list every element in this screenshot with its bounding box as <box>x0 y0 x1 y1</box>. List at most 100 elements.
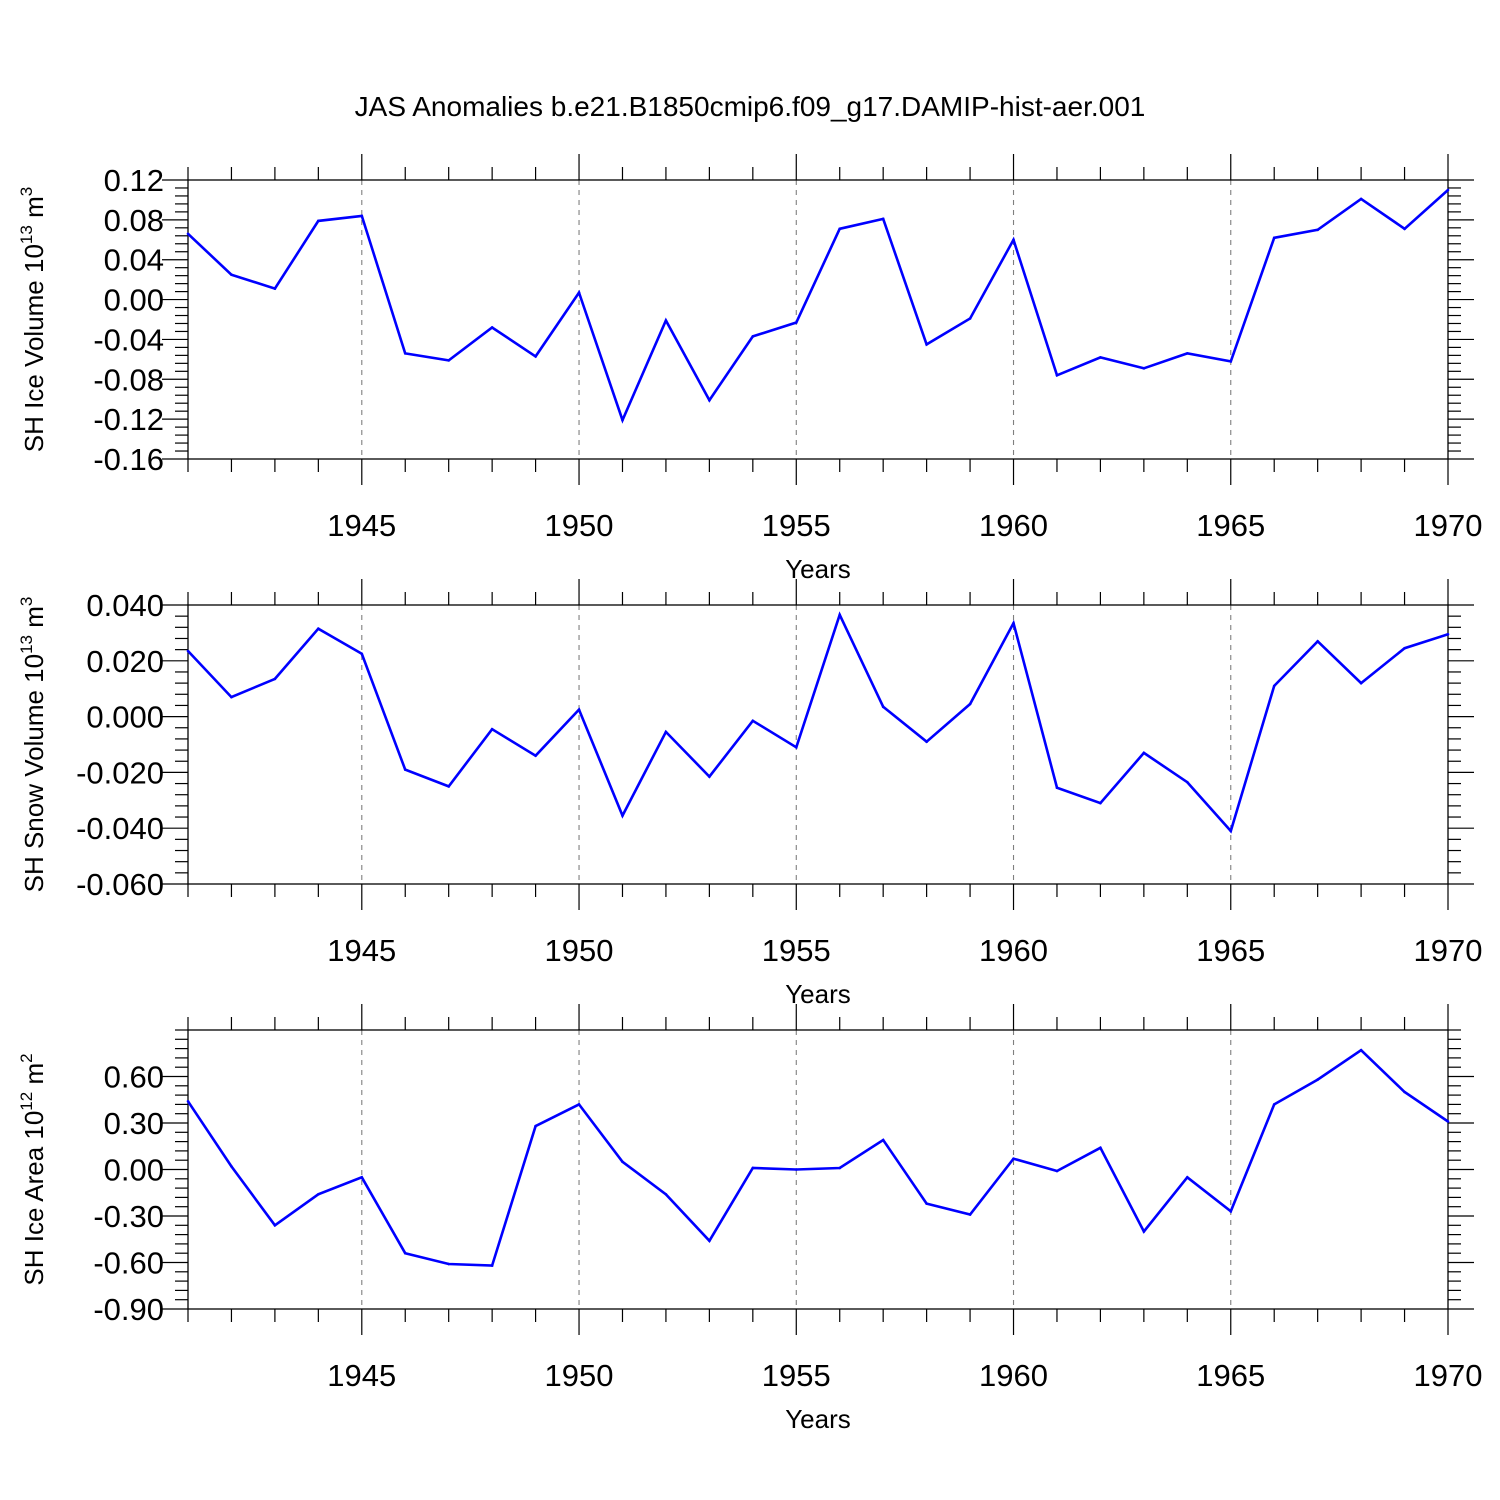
data-point <box>1403 1090 1406 1094</box>
x-tick-label: 1955 <box>762 508 831 543</box>
x-tick-label: 1970 <box>1414 1358 1483 1393</box>
data-point <box>273 1224 277 1227</box>
y-tick-label: -0.08 <box>93 362 164 397</box>
data-point <box>621 814 624 817</box>
x-axis-title: Years <box>785 554 851 584</box>
x-tick-label: 1950 <box>545 933 614 968</box>
data-point <box>490 727 494 731</box>
y-axis-title: SH Ice Area 1012 m2 <box>17 1053 49 1285</box>
y-tick-label: 0.00 <box>104 283 164 318</box>
data-point <box>1055 374 1059 377</box>
panels: -0.16 -0.12 -0.08 -0.04 0.00 0.04 0.08 0.12 1945… <box>17 154 1482 1434</box>
chart-panel-ice-volume: -0.16 -0.12 -0.08 -0.04 0.00 0.04 0.08 0.12 1945… <box>17 154 1482 584</box>
data-point <box>1012 238 1015 242</box>
x-tick-label: 1945 <box>327 1358 396 1393</box>
data-point <box>1012 1157 1015 1160</box>
plot-frame <box>187 604 1449 885</box>
data-point <box>794 1168 798 1171</box>
data-point <box>1229 829 1233 833</box>
x-tick-label: 1945 <box>327 508 396 543</box>
data-point <box>881 705 885 709</box>
y-axis-title-unit-exponent: 3 <box>17 187 36 196</box>
data-point <box>447 1262 450 1266</box>
data-point <box>1012 621 1015 625</box>
data-point <box>881 1138 885 1142</box>
y-tick-label: 0.12 <box>104 163 164 198</box>
data-point <box>751 1166 755 1170</box>
y-axis-title-unit: m <box>19 606 49 635</box>
y-axis-title-unit-exponent: 2 <box>17 1053 36 1062</box>
data-point <box>925 740 928 744</box>
data-point <box>794 321 798 324</box>
y-tick-label: 0.08 <box>104 203 164 238</box>
series-line-ice-volume <box>187 189 1449 424</box>
data-point <box>968 1213 972 1216</box>
data-point <box>186 232 190 236</box>
y-axis-title-unit: m <box>19 196 49 225</box>
data-point <box>968 702 972 706</box>
y-tick-label: -0.90 <box>93 1292 164 1327</box>
data-point <box>794 745 798 749</box>
y-tick-label: -0.04 <box>93 322 164 357</box>
data-point <box>1186 780 1189 784</box>
data-point <box>186 649 190 653</box>
y-axis-title-text: SH Ice Volume 10 <box>19 244 49 452</box>
data-point <box>1272 684 1276 688</box>
x-tick-label: 1965 <box>1196 508 1265 543</box>
data-point <box>534 355 537 358</box>
y-tick-label: 0.04 <box>104 243 164 278</box>
y-axis-title: SH Snow Volume 1013 m3 <box>17 597 49 893</box>
data-point <box>1446 632 1450 636</box>
data-point <box>1316 639 1319 643</box>
y-axis-title-unit-exponent: 3 <box>17 597 36 606</box>
data-point <box>317 219 320 223</box>
y-tick-label: -0.30 <box>93 1199 164 1234</box>
data-point <box>708 775 711 778</box>
y-tick-label: 0.000 <box>86 700 164 735</box>
data-point <box>621 1160 624 1164</box>
data-point <box>1099 1146 1102 1150</box>
series-line-snow-volume <box>187 611 1449 834</box>
data-point <box>708 398 711 402</box>
data-point <box>490 326 494 329</box>
data-point <box>230 1165 233 1168</box>
data-point <box>1142 1230 1146 1233</box>
data-point <box>317 627 320 631</box>
data-point <box>1403 646 1406 650</box>
x-tick-label: 1960 <box>979 508 1048 543</box>
chart-panel-snow-volume: -0.060 -0.040 -0.020 0.000 0.020 0.040 1945 195… <box>17 579 1482 1009</box>
data-point <box>1316 228 1319 232</box>
x-tick-label: 1945 <box>327 933 396 968</box>
data-point <box>925 343 928 346</box>
data-point <box>838 1166 842 1170</box>
y-axis-title: SH Ice Volume 1013 m3 <box>17 187 49 452</box>
data-point <box>751 719 755 723</box>
data-point <box>360 652 364 656</box>
data-point <box>186 1100 190 1103</box>
data-point <box>1359 1048 1363 1052</box>
data-point <box>925 1202 928 1205</box>
data-point <box>1186 352 1189 355</box>
y-axis-title-exponent: 13 <box>17 635 36 654</box>
data-point <box>1272 236 1276 240</box>
data-point <box>1142 367 1146 370</box>
data-point <box>1272 1103 1276 1106</box>
data-point <box>1055 786 1059 790</box>
data-point <box>403 1251 407 1255</box>
data-point <box>447 359 450 362</box>
y-tick-label: -0.16 <box>93 442 164 477</box>
data-point <box>621 418 624 422</box>
data-point <box>230 695 233 699</box>
data-point <box>664 730 668 734</box>
data-point <box>273 287 277 290</box>
data-point <box>708 1239 711 1243</box>
y-tick-label: 0.60 <box>104 1060 164 1095</box>
data-point <box>968 317 972 320</box>
data-point <box>403 768 407 771</box>
y-axis-title-exponent: 12 <box>17 1092 36 1111</box>
data-point <box>838 613 842 617</box>
y-tick-label: 0.30 <box>104 1106 164 1141</box>
figure-title: JAS Anomalies b.e21.B1850cmip6.f09_g17.D… <box>355 91 1146 122</box>
data-point <box>1446 1120 1450 1123</box>
